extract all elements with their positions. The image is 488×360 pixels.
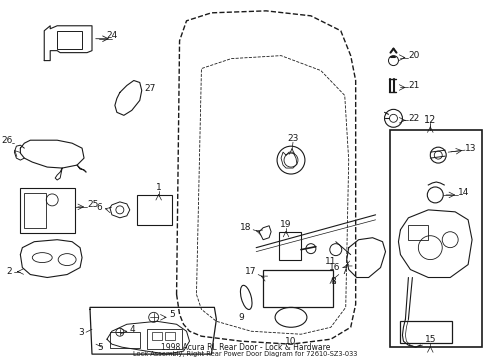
Text: 25: 25 bbox=[87, 201, 98, 210]
Bar bbox=[164, 332, 174, 340]
Bar bbox=[137, 195, 171, 225]
Text: 8: 8 bbox=[330, 277, 336, 286]
Bar bbox=[400, 321, 451, 343]
Text: 1: 1 bbox=[156, 184, 161, 193]
Text: 18: 18 bbox=[239, 223, 251, 232]
Text: 6: 6 bbox=[96, 203, 102, 212]
Bar bbox=[279, 232, 300, 260]
Text: 15: 15 bbox=[424, 335, 435, 344]
Text: 23: 23 bbox=[287, 134, 298, 143]
Text: 13: 13 bbox=[464, 144, 476, 153]
Bar bbox=[20, 188, 75, 233]
Text: 7: 7 bbox=[340, 267, 346, 276]
Text: 27: 27 bbox=[144, 84, 155, 93]
Text: 5: 5 bbox=[97, 343, 102, 352]
Text: 10: 10 bbox=[285, 337, 296, 346]
Text: Lock Assembly, Right Rear Power Door Diagram for 72610-SZ3-033: Lock Assembly, Right Rear Power Door Dia… bbox=[133, 351, 357, 357]
Text: 20: 20 bbox=[407, 51, 419, 60]
Text: 14: 14 bbox=[457, 188, 468, 197]
Text: 12: 12 bbox=[423, 115, 436, 125]
Text: 3: 3 bbox=[78, 328, 84, 337]
Text: 9: 9 bbox=[238, 313, 244, 322]
Text: 26: 26 bbox=[1, 136, 12, 145]
Text: 11: 11 bbox=[325, 257, 336, 266]
Bar bbox=[146, 329, 181, 349]
Text: 1998 Acura RL Rear Door - Lock & Hardware: 1998 Acura RL Rear Door - Lock & Hardwar… bbox=[160, 343, 329, 352]
Text: 5: 5 bbox=[169, 310, 175, 319]
Bar bbox=[151, 332, 162, 340]
Text: 16: 16 bbox=[328, 263, 340, 272]
Text: 24: 24 bbox=[106, 31, 117, 40]
Text: 4: 4 bbox=[129, 325, 135, 334]
Text: 22: 22 bbox=[407, 114, 419, 123]
Bar bbox=[57, 31, 82, 49]
Text: 19: 19 bbox=[280, 220, 291, 229]
Bar bbox=[110, 332, 140, 348]
Text: 17: 17 bbox=[244, 267, 256, 276]
Bar bbox=[263, 270, 332, 307]
Bar bbox=[407, 225, 427, 240]
Bar bbox=[24, 193, 46, 228]
Text: 21: 21 bbox=[407, 81, 419, 90]
Text: 2: 2 bbox=[7, 267, 12, 276]
Bar bbox=[390, 130, 481, 347]
